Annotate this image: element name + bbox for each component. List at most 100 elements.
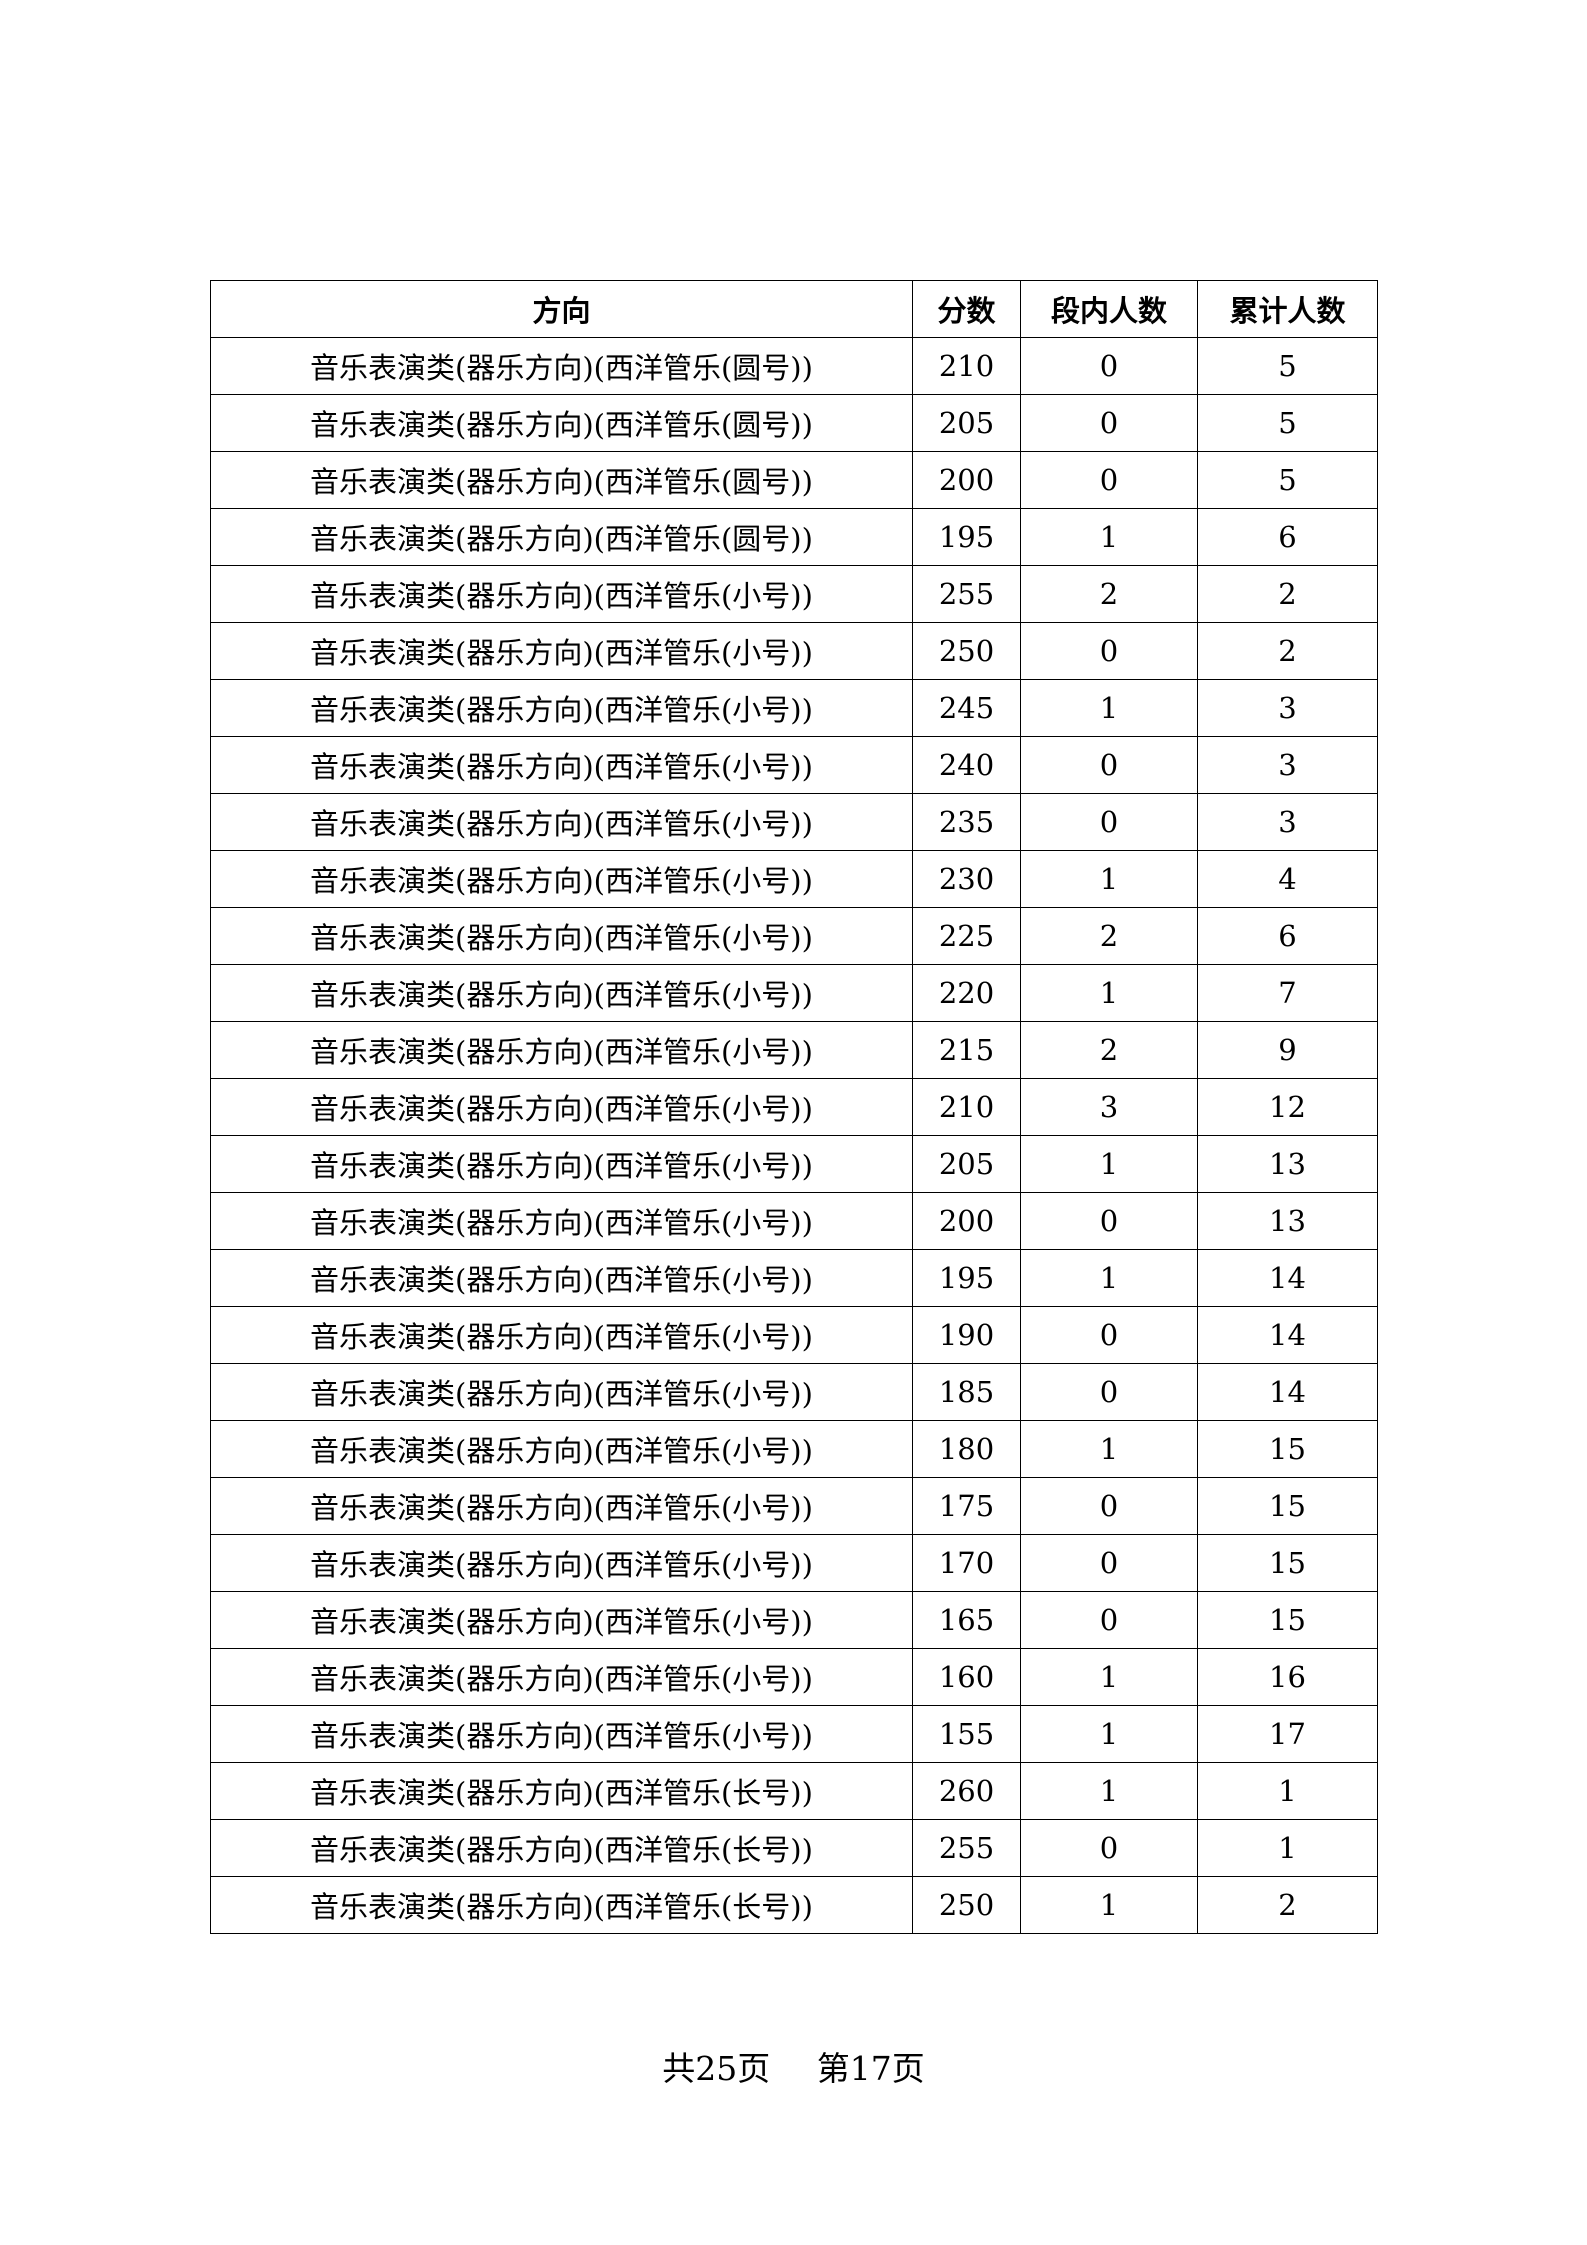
cell-segment-count: 2 bbox=[1020, 565, 1198, 623]
cell-direction: 音乐表演类(器乐方向)(西洋管乐(小号)) bbox=[210, 1306, 913, 1364]
cell-segment-count: 0 bbox=[1020, 1363, 1198, 1421]
cell-cumulative-count: 15 bbox=[1197, 1477, 1378, 1535]
table-row: 音乐表演类(器乐方向)(西洋管乐(小号)) 230 1 4 bbox=[210, 850, 1378, 908]
table-row: 音乐表演类(器乐方向)(西洋管乐(小号)) 180 1 15 bbox=[210, 1420, 1378, 1478]
cell-direction: 音乐表演类(器乐方向)(西洋管乐(小号)) bbox=[210, 907, 913, 965]
cell-cumulative-count: 9 bbox=[1197, 1021, 1378, 1079]
cell-score: 195 bbox=[912, 508, 1021, 566]
cell-segment-count: 0 bbox=[1020, 394, 1198, 452]
cell-segment-count: 1 bbox=[1020, 1876, 1198, 1934]
cell-cumulative-count: 14 bbox=[1197, 1249, 1378, 1307]
cell-score: 180 bbox=[912, 1420, 1021, 1478]
cell-cumulative-count: 14 bbox=[1197, 1363, 1378, 1421]
cell-segment-count: 0 bbox=[1020, 1534, 1198, 1592]
table-row: 音乐表演类(器乐方向)(西洋管乐(圆号)) 200 0 5 bbox=[210, 451, 1378, 509]
table-row: 音乐表演类(器乐方向)(西洋管乐(长号)) 260 1 1 bbox=[210, 1762, 1378, 1820]
cell-direction: 音乐表演类(器乐方向)(西洋管乐(小号)) bbox=[210, 1420, 913, 1478]
cell-score: 210 bbox=[912, 337, 1021, 395]
table-row: 音乐表演类(器乐方向)(西洋管乐(圆号)) 195 1 6 bbox=[210, 508, 1378, 566]
cell-direction: 音乐表演类(器乐方向)(西洋管乐(圆号)) bbox=[210, 451, 913, 509]
table-row: 音乐表演类(器乐方向)(西洋管乐(小号)) 155 1 17 bbox=[210, 1705, 1378, 1763]
cell-segment-count: 2 bbox=[1020, 907, 1198, 965]
table-row: 音乐表演类(器乐方向)(西洋管乐(小号)) 250 0 2 bbox=[210, 622, 1378, 680]
cell-score: 230 bbox=[912, 850, 1021, 908]
cell-score: 255 bbox=[912, 565, 1021, 623]
cell-score: 205 bbox=[912, 1135, 1021, 1193]
cell-segment-count: 0 bbox=[1020, 1192, 1198, 1250]
table-row: 音乐表演类(器乐方向)(西洋管乐(小号)) 160 1 16 bbox=[210, 1648, 1378, 1706]
score-table: 方向 分数 段内人数 累计人数 音乐表演类(器乐方向)(西洋管乐(圆号)) 210… bbox=[210, 280, 1378, 1934]
table-row: 音乐表演类(器乐方向)(西洋管乐(小号)) 175 0 15 bbox=[210, 1477, 1378, 1535]
cell-direction: 音乐表演类(器乐方向)(西洋管乐(长号)) bbox=[210, 1876, 913, 1934]
cell-cumulative-count: 6 bbox=[1197, 907, 1378, 965]
cell-cumulative-count: 4 bbox=[1197, 850, 1378, 908]
cell-segment-count: 0 bbox=[1020, 793, 1198, 851]
table-row: 音乐表演类(器乐方向)(西洋管乐(小号)) 220 1 7 bbox=[210, 964, 1378, 1022]
cell-direction: 音乐表演类(器乐方向)(西洋管乐(小号)) bbox=[210, 1705, 913, 1763]
cell-score: 200 bbox=[912, 451, 1021, 509]
cell-segment-count: 2 bbox=[1020, 1021, 1198, 1079]
cell-score: 195 bbox=[912, 1249, 1021, 1307]
cell-segment-count: 0 bbox=[1020, 736, 1198, 794]
cell-cumulative-count: 3 bbox=[1197, 793, 1378, 851]
cell-score: 240 bbox=[912, 736, 1021, 794]
cell-segment-count: 1 bbox=[1020, 679, 1198, 737]
cell-cumulative-count: 12 bbox=[1197, 1078, 1378, 1136]
cell-segment-count: 1 bbox=[1020, 1762, 1198, 1820]
cell-direction: 音乐表演类(器乐方向)(西洋管乐(小号)) bbox=[210, 1021, 913, 1079]
cell-direction: 音乐表演类(器乐方向)(西洋管乐(小号)) bbox=[210, 850, 913, 908]
cell-score: 255 bbox=[912, 1819, 1021, 1877]
cell-direction: 音乐表演类(器乐方向)(西洋管乐(小号)) bbox=[210, 736, 913, 794]
cell-cumulative-count: 14 bbox=[1197, 1306, 1378, 1364]
cell-direction: 音乐表演类(器乐方向)(西洋管乐(小号)) bbox=[210, 1078, 913, 1136]
header-row: 方向 分数 段内人数 累计人数 bbox=[210, 280, 1378, 338]
cell-cumulative-count: 13 bbox=[1197, 1135, 1378, 1193]
table-row: 音乐表演类(器乐方向)(西洋管乐(圆号)) 205 0 5 bbox=[210, 394, 1378, 452]
cell-score: 175 bbox=[912, 1477, 1021, 1535]
header-direction: 方向 bbox=[210, 280, 913, 338]
cell-direction: 音乐表演类(器乐方向)(西洋管乐(圆号)) bbox=[210, 394, 913, 452]
table-row: 音乐表演类(器乐方向)(西洋管乐(圆号)) 210 0 5 bbox=[210, 337, 1378, 395]
header-segment-count: 段内人数 bbox=[1020, 280, 1198, 338]
cell-direction: 音乐表演类(器乐方向)(西洋管乐(小号)) bbox=[210, 1192, 913, 1250]
cell-direction: 音乐表演类(器乐方向)(西洋管乐(圆号)) bbox=[210, 337, 913, 395]
current-page: 第17页 bbox=[816, 2049, 925, 2088]
cell-segment-count: 0 bbox=[1020, 337, 1198, 395]
cell-score: 185 bbox=[912, 1363, 1021, 1421]
table-row: 音乐表演类(器乐方向)(西洋管乐(小号)) 225 2 6 bbox=[210, 907, 1378, 965]
cell-score: 235 bbox=[912, 793, 1021, 851]
cell-segment-count: 1 bbox=[1020, 1135, 1198, 1193]
cell-segment-count: 0 bbox=[1020, 1477, 1198, 1535]
cell-cumulative-count: 15 bbox=[1197, 1534, 1378, 1592]
total-pages: 共25页 bbox=[662, 2049, 771, 2088]
cell-direction: 音乐表演类(器乐方向)(西洋管乐(长号)) bbox=[210, 1762, 913, 1820]
table-row: 音乐表演类(器乐方向)(西洋管乐(小号)) 210 3 12 bbox=[210, 1078, 1378, 1136]
cell-cumulative-count: 1 bbox=[1197, 1819, 1378, 1877]
cell-direction: 音乐表演类(器乐方向)(西洋管乐(小号)) bbox=[210, 1249, 913, 1307]
cell-segment-count: 3 bbox=[1020, 1078, 1198, 1136]
cell-score: 160 bbox=[912, 1648, 1021, 1706]
cell-direction: 音乐表演类(器乐方向)(西洋管乐(长号)) bbox=[210, 1819, 913, 1877]
cell-cumulative-count: 13 bbox=[1197, 1192, 1378, 1250]
table-row: 音乐表演类(器乐方向)(西洋管乐(小号)) 195 1 14 bbox=[210, 1249, 1378, 1307]
cell-direction: 音乐表演类(器乐方向)(西洋管乐(小号)) bbox=[210, 622, 913, 680]
table-row: 音乐表演类(器乐方向)(西洋管乐(小号)) 170 0 15 bbox=[210, 1534, 1378, 1592]
cell-cumulative-count: 5 bbox=[1197, 451, 1378, 509]
cell-cumulative-count: 1 bbox=[1197, 1762, 1378, 1820]
cell-score: 190 bbox=[912, 1306, 1021, 1364]
cell-direction: 音乐表演类(器乐方向)(西洋管乐(小号)) bbox=[210, 679, 913, 737]
table-row: 音乐表演类(器乐方向)(西洋管乐(小号)) 165 0 15 bbox=[210, 1591, 1378, 1649]
cell-direction: 音乐表演类(器乐方向)(西洋管乐(小号)) bbox=[210, 565, 913, 623]
cell-score: 205 bbox=[912, 394, 1021, 452]
table-row: 音乐表演类(器乐方向)(西洋管乐(小号)) 205 1 13 bbox=[210, 1135, 1378, 1193]
cell-segment-count: 1 bbox=[1020, 850, 1198, 908]
cell-segment-count: 0 bbox=[1020, 1306, 1198, 1364]
cell-segment-count: 1 bbox=[1020, 1705, 1198, 1763]
cell-direction: 音乐表演类(器乐方向)(西洋管乐(小号)) bbox=[210, 1591, 913, 1649]
cell-direction: 音乐表演类(器乐方向)(西洋管乐(小号)) bbox=[210, 1648, 913, 1706]
table-row: 音乐表演类(器乐方向)(西洋管乐(长号)) 255 0 1 bbox=[210, 1819, 1378, 1877]
cell-score: 250 bbox=[912, 622, 1021, 680]
cell-score: 170 bbox=[912, 1534, 1021, 1592]
cell-cumulative-count: 6 bbox=[1197, 508, 1378, 566]
cell-score: 245 bbox=[912, 679, 1021, 737]
